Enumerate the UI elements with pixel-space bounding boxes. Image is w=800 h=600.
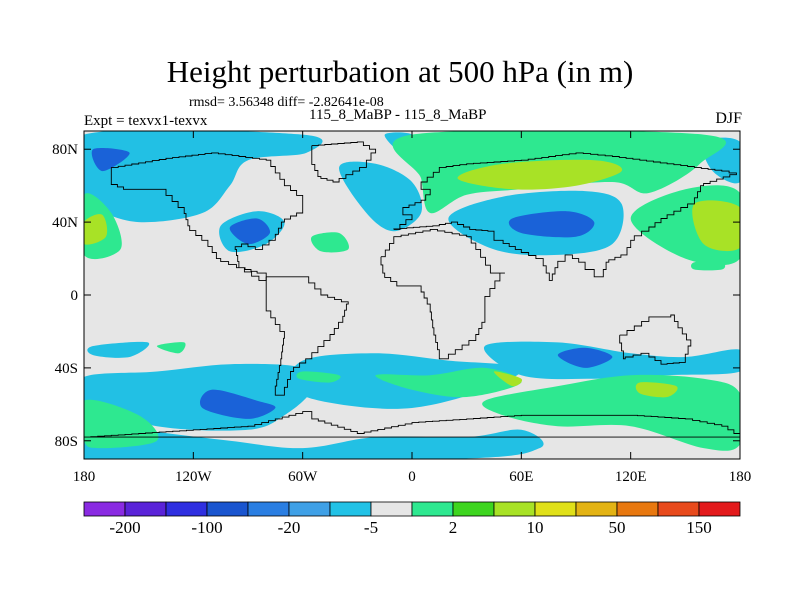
x-tick-label: 60E: [509, 469, 533, 485]
colorbar-label: -5: [364, 518, 378, 537]
colorbar-swatch: [494, 502, 535, 516]
colorbar-swatch: [535, 502, 576, 516]
colorbar-swatch: [412, 502, 453, 516]
x-tick-label: 120W: [175, 469, 213, 485]
colorbar: -200 -100 -20 -5 2 10 50 150: [84, 502, 740, 537]
y-tick-label: 40N: [52, 215, 78, 231]
colorbar-label: 50: [609, 518, 626, 537]
y-tick-label: 80S: [55, 434, 78, 450]
colorbar-swatch: [207, 502, 248, 516]
y-tick-label: 0: [71, 288, 79, 304]
colorbar-swatch: [371, 502, 412, 516]
colorbar-swatch: [617, 502, 658, 516]
colorbar-swatch: [576, 502, 617, 516]
colorbar-swatch: [658, 502, 699, 516]
colorbar-swatch: [289, 502, 330, 516]
colorbar-label: -100: [191, 518, 222, 537]
colorbar-swatch: [699, 502, 740, 516]
colorbar-swatch: [84, 502, 125, 516]
y-tick-label: 40S: [55, 361, 78, 377]
plot-area: [55, 129, 748, 462]
colorbar-swatch: [166, 502, 207, 516]
x-tick-label: 180: [73, 469, 96, 485]
colorbar-label: 2: [449, 518, 458, 537]
height-perturbation-map: 180 120W 60W 0 60E 120E 18080N40N040S80S -200-…: [0, 0, 800, 600]
colorbar-label: 10: [527, 518, 544, 537]
colorbar-label: 150: [686, 518, 712, 537]
colorbar-label: -20: [278, 518, 301, 537]
colorbar-label: -200: [109, 518, 140, 537]
y-tick-label: 80N: [52, 142, 78, 158]
x-tick-label: 120E: [615, 469, 647, 485]
x-tick-label: 180: [729, 469, 752, 485]
colorbar-swatch: [248, 502, 289, 516]
colorbar-swatch: [330, 502, 371, 516]
colorbar-swatch: [453, 502, 494, 516]
colorbar-swatch: [125, 502, 166, 516]
x-tick-label: 60W: [288, 469, 318, 485]
contour-region-18: [691, 261, 725, 270]
x-tick-label: 0: [408, 469, 416, 485]
